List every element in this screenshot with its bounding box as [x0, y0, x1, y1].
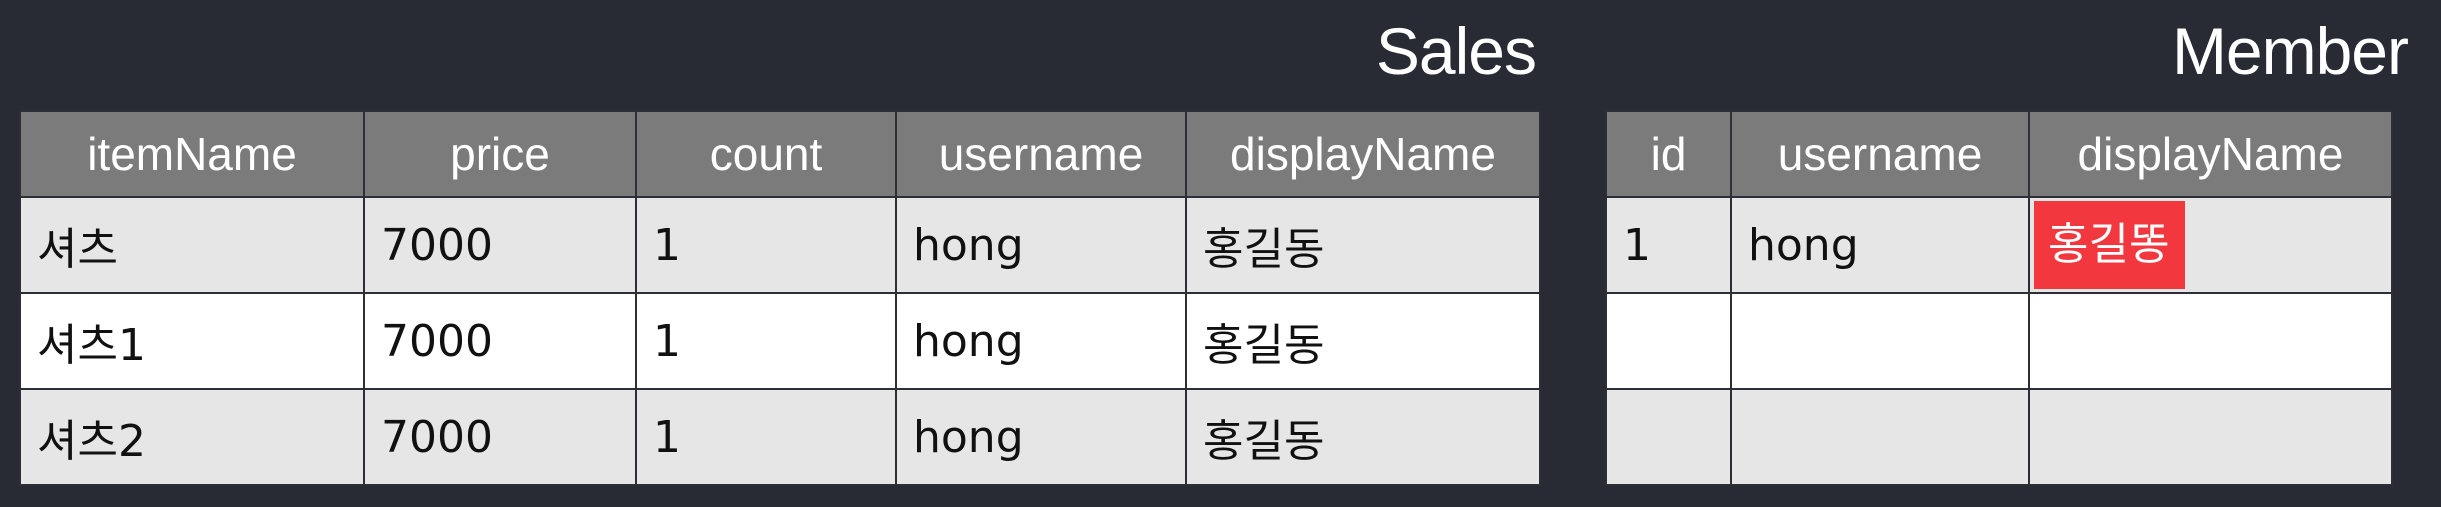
member-cell-id [1605, 292, 1732, 390]
sales-cell-displayname: 홍길동 [1185, 292, 1541, 390]
sales-cell-price: 7000 [363, 292, 637, 390]
sales-cell-itemname: 셔츠2 [19, 388, 365, 486]
member-row-empty [1605, 388, 2393, 486]
sales-header-row: itemName price count username displayNam… [19, 110, 1541, 198]
sales-cell-count: 1 [635, 196, 897, 294]
member-cell-id: 1 [1605, 196, 1732, 294]
member-header-row: id username displayName [1605, 110, 2393, 198]
sales-cell-username: hong [895, 388, 1187, 486]
member-cell-id [1605, 388, 1732, 486]
sales-cell-count: 1 [635, 388, 897, 486]
sales-cell-itemname: 셔츠1 [19, 292, 365, 390]
member-cell-username [1730, 292, 2030, 390]
member-cell-username [1730, 388, 2030, 486]
sales-table-title: Sales [1375, 14, 1537, 88]
member-column-username: username [1730, 110, 2030, 198]
sales-cell-itemname: 셔츠 [19, 196, 365, 294]
sales-column-displayname: displayName [1185, 110, 1541, 198]
member-column-id: id [1605, 110, 1732, 198]
member-cell-displayname [2028, 292, 2393, 390]
member-table-title: Member [2171, 14, 2409, 88]
sales-column-username: username [895, 110, 1187, 198]
sales-cell-count: 1 [635, 292, 897, 390]
member-row-empty [1605, 292, 2393, 390]
sales-row: 셔츠2 7000 1 hong 홍길동 [19, 388, 1541, 486]
sales-cell-price: 7000 [363, 196, 637, 294]
sales-column-itemname: itemName [19, 110, 365, 198]
member-table: id username displayName 1 hong 홍길똥 [1605, 110, 2393, 486]
sales-table: itemName price count username displayNam… [19, 110, 1541, 486]
sales-cell-username: hong [895, 292, 1187, 390]
member-cell-displayname: 홍길똥 [2028, 196, 2393, 294]
sales-row: 셔츠 7000 1 hong 홍길동 [19, 196, 1541, 294]
sales-cell-displayname: 홍길동 [1185, 388, 1541, 486]
member-cell-displayname [2028, 388, 2393, 486]
sales-cell-username: hong [895, 196, 1187, 294]
sales-cell-price: 7000 [363, 388, 637, 486]
sales-row: 셔츠1 7000 1 hong 홍길동 [19, 292, 1541, 390]
member-column-displayname: displayName [2028, 110, 2393, 198]
sales-column-count: count [635, 110, 897, 198]
highlighted-displayname: 홍길똥 [2034, 201, 2186, 289]
member-row: 1 hong 홍길똥 [1605, 196, 2393, 294]
member-cell-username: hong [1730, 196, 2030, 294]
sales-column-price: price [363, 110, 637, 198]
sales-cell-displayname: 홍길동 [1185, 196, 1541, 294]
